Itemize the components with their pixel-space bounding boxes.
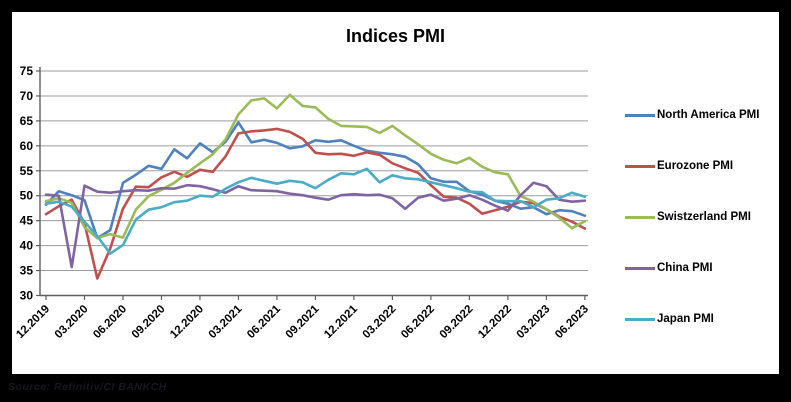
chart-title: Indices PMI xyxy=(345,26,446,46)
legend-item-north-america-pmi: North America PMI xyxy=(625,108,759,122)
legend-item-china-pmi: China PMI xyxy=(625,261,713,275)
legend-label: Japan PMI xyxy=(657,313,714,325)
legend-label: Swistzerland PMI xyxy=(657,211,751,223)
y-tick-label: 30 xyxy=(20,289,34,303)
legend-swatch xyxy=(625,266,655,270)
x-tick-label: 12.2020 xyxy=(168,303,206,341)
x-tick-label: 09.2020 xyxy=(130,303,168,341)
legend-item-eurozone-pmi: Eurozone PMI xyxy=(625,159,733,173)
y-tick-label: 35 xyxy=(20,264,34,278)
x-tick-label: 12.2019 xyxy=(14,303,52,341)
legend-swatch xyxy=(625,113,655,117)
legend-swatch xyxy=(625,215,655,219)
x-tick-label: 03.2023 xyxy=(515,303,553,341)
x-tick-label: 12.2021 xyxy=(322,303,360,341)
x-tick-label: 06.2023 xyxy=(553,303,591,341)
x-tick-label: 03.2022 xyxy=(361,303,399,341)
x-tick-label: 06.2022 xyxy=(399,303,437,341)
legend-item-japan-pmi: Japan PMI xyxy=(625,312,714,326)
x-tick-label: 12.2022 xyxy=(476,303,514,341)
series-line-eurozone-pmi xyxy=(44,127,587,280)
x-tick-label: 06.2021 xyxy=(245,303,283,341)
legend-item-swistzerland-pmi: Swistzerland PMI xyxy=(625,210,751,224)
x-tick-label: 03.2020 xyxy=(53,303,91,341)
y-tick-label: 50 xyxy=(20,189,34,203)
y-tick-label: 60 xyxy=(20,139,34,153)
x-tick-label: 09.2021 xyxy=(284,303,322,341)
y-tick-label: 40 xyxy=(20,239,34,253)
x-tick-label: 09.2022 xyxy=(438,303,476,341)
y-tick-label: 65 xyxy=(20,114,34,128)
y-tick-label: 70 xyxy=(20,89,34,103)
series-line-japan-pmi xyxy=(44,167,587,255)
y-tick-label: 55 xyxy=(20,164,34,178)
legend-label: North America PMI xyxy=(657,109,760,121)
legend-label: Eurozone PMI xyxy=(657,160,734,172)
source-note: Source: Refinitiv/CI BANKCH xyxy=(8,381,167,393)
legend-label: China PMI xyxy=(657,262,713,274)
y-tick-label: 75 xyxy=(20,64,34,78)
chart-panel: Indices PMI 75 70 65 60 55 50 45 40 35 30 12.2019 0… xyxy=(12,12,779,374)
x-tick-label: 06.2020 xyxy=(91,303,129,341)
series-line-swistzerland-pmi xyxy=(44,93,587,240)
x-tick-label: 03.2021 xyxy=(207,303,245,341)
y-tick-label: 45 xyxy=(20,214,34,228)
series-line-china-pmi xyxy=(44,181,587,269)
legend-swatch xyxy=(625,317,655,321)
legend-swatch xyxy=(625,164,655,168)
